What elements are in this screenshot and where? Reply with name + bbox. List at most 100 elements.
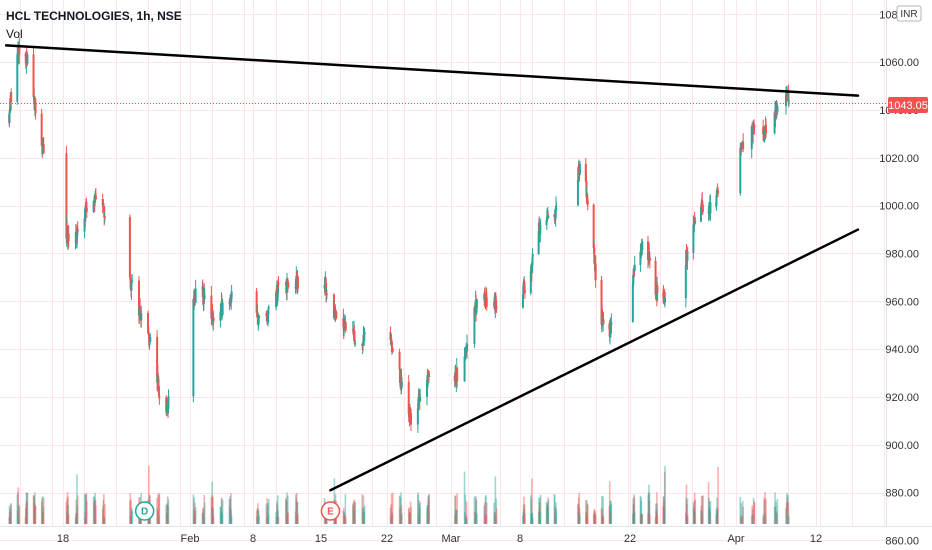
volume-bar	[454, 495, 457, 524]
volume-bar	[742, 506, 744, 524]
volume-bar	[257, 510, 260, 524]
volume-bar	[716, 507, 719, 524]
volume-bar	[539, 512, 542, 524]
volume-bar	[484, 496, 487, 524]
trendlines[interactable]	[4, 44, 860, 492]
volume-bar	[285, 500, 287, 524]
volume-bar	[530, 478, 533, 524]
volume-bar	[602, 516, 605, 524]
candle-body	[521, 294, 524, 308]
candle-body	[463, 356, 466, 382]
trendline[interactable]	[4, 44, 860, 97]
candle-body	[654, 260, 657, 295]
volume-bar	[641, 514, 643, 524]
volume-bar	[609, 500, 612, 524]
candle-body	[701, 204, 704, 212]
volume-bar	[546, 502, 548, 524]
volume-bar	[130, 511, 133, 524]
volume-bar	[229, 495, 231, 524]
event-marker-circle[interactable]	[320, 501, 341, 521]
volume-bar	[495, 508, 498, 524]
volume-bar	[363, 511, 366, 524]
volume-bar	[9, 508, 11, 524]
volume-bar	[601, 517, 604, 524]
volume-bar	[455, 510, 458, 524]
volume-bar	[752, 514, 754, 524]
candle-body	[67, 233, 70, 242]
volume-bar	[739, 497, 742, 524]
candle-body	[631, 283, 634, 322]
volume-bar	[354, 502, 356, 524]
candle-body	[9, 98, 12, 113]
volume-bar	[353, 501, 356, 524]
candle-body	[632, 271, 635, 277]
volume-bar	[632, 513, 634, 524]
volume-bar	[763, 500, 766, 524]
volume-bar	[210, 506, 213, 524]
volume-bar	[610, 500, 612, 524]
volume-bar	[530, 513, 532, 524]
volume-bar	[26, 492, 29, 524]
volume-bar	[485, 502, 488, 524]
candle-body	[765, 124, 767, 134]
volume-bar	[685, 512, 687, 524]
volume-bar	[654, 517, 657, 524]
event-marker-circle[interactable]	[134, 501, 155, 521]
volume-bar	[286, 492, 288, 524]
volume-bar	[9, 512, 11, 524]
candle-body	[593, 247, 596, 263]
candle-body	[266, 314, 269, 324]
candle-body	[32, 54, 35, 98]
candle-body	[275, 292, 278, 308]
volume-bar	[156, 498, 158, 524]
volume-bar	[774, 492, 776, 524]
volume-bar	[398, 495, 401, 524]
volume-bar	[538, 502, 541, 524]
trendline[interactable]	[329, 228, 860, 492]
volume-bar	[546, 507, 548, 524]
volume-bar	[25, 503, 27, 524]
volume-bar	[352, 500, 355, 524]
volume-bar	[692, 507, 695, 524]
volume-bar	[427, 499, 430, 524]
volume-bar	[344, 514, 346, 524]
candle-body	[416, 408, 419, 425]
volume-bar	[577, 497, 580, 524]
volume-bar	[148, 465, 150, 524]
volume-bar	[166, 504, 169, 524]
candle-body	[149, 337, 152, 342]
volume-bar	[537, 511, 540, 524]
price-axis[interactable]: 1080.001060.001040.001020.001000.00980.0…	[879, 9, 919, 547]
candle-body	[390, 342, 393, 353]
volume-bar	[138, 516, 141, 524]
volume-bar	[586, 503, 589, 524]
candle-body	[787, 100, 790, 102]
volume-bar	[102, 499, 105, 524]
volume-bar	[547, 506, 549, 524]
price-label-box	[888, 97, 928, 113]
volume-bar	[648, 484, 650, 524]
volume-bar	[717, 467, 719, 524]
volume-bar	[663, 508, 666, 524]
candle-body	[158, 396, 161, 398]
volume-bar	[342, 510, 345, 524]
candle-body	[325, 293, 328, 295]
volume-bar	[267, 515, 270, 524]
volume-bar	[157, 510, 159, 524]
candlesticks	[8, 37, 790, 433]
volume-bar	[194, 510, 197, 524]
currency-badge[interactable]: INR	[896, 5, 922, 22]
volume-bar	[41, 496, 44, 524]
volume-bar	[409, 512, 412, 524]
volume-bar	[594, 510, 596, 524]
volume-bar	[267, 502, 269, 524]
volume-bar	[700, 509, 702, 524]
candle-body	[523, 290, 526, 293]
volume-bar	[494, 476, 497, 524]
volume-bar	[158, 493, 161, 524]
volume-bar	[202, 512, 204, 524]
time-axis[interactable]: 18 Feb 8 15 22 Mar 8 22 Apr 12	[57, 533, 822, 545]
volume-bar	[84, 511, 87, 524]
